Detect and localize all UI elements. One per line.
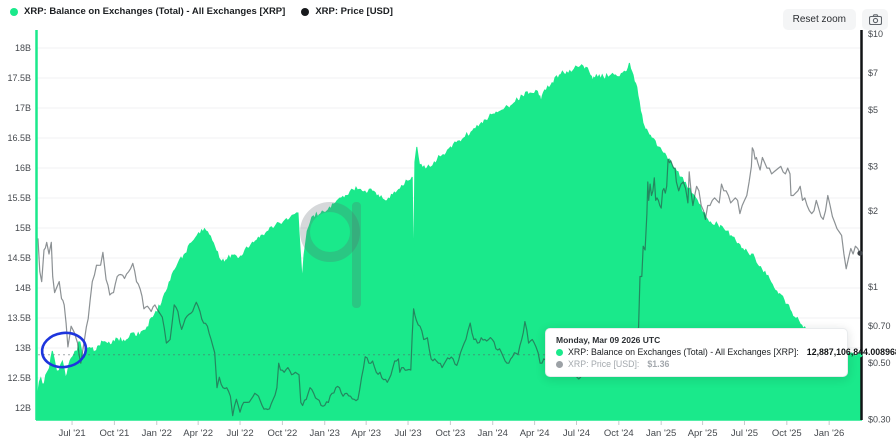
y-tick-label-right: $7 <box>868 68 878 78</box>
y-tick-label-right: $1 <box>868 282 878 292</box>
tooltip-balance-label: XRP: Balance on Exchanges (Total) - All … <box>568 347 799 357</box>
camera-icon <box>868 14 882 25</box>
x-tick-label: Oct '25 <box>772 428 802 439</box>
y-tick-label-left: 16B <box>15 163 31 173</box>
reset-zoom-button[interactable]: Reset zoom <box>782 9 856 30</box>
hover-tooltip: Monday, Mar 09 2026 UTC XRP: Balance on … <box>545 328 896 377</box>
screenshot-button[interactable] <box>862 9 888 30</box>
legend-price-label: XRP: Price [USD] <box>315 6 393 17</box>
x-tick-label: Jan '25 <box>646 428 676 439</box>
y-tick-label-right: $10 <box>868 29 883 39</box>
y-tick-label-right: $0.70 <box>868 321 891 331</box>
tooltip-price-label: XRP: Price [USD]: <box>568 359 640 369</box>
tooltip-price-row: XRP: Price [USD]: $1.36 <box>556 358 837 370</box>
y-tick-label-left: 17.5B <box>7 73 31 83</box>
tooltip-balance-row: XRP: Balance on Exchanges (Total) - All … <box>556 346 896 358</box>
tooltip-price-dot-icon <box>556 360 563 368</box>
y-tick-label-right: $2 <box>868 206 878 216</box>
tooltip-balance-dot-icon <box>556 348 563 356</box>
y-tick-label-right: $0.50 <box>868 358 891 368</box>
x-tick-label: Jul '22 <box>226 428 253 439</box>
y-tick-label-right: $5 <box>868 105 878 115</box>
y-tick-label-left: 14B <box>15 283 31 293</box>
chart-toolbar: Reset zoom <box>782 9 888 30</box>
tooltip-price-value: $1.36 <box>647 359 670 369</box>
y-tick-label-left: 18B <box>15 43 31 53</box>
y-tick-label-right: $3 <box>868 161 878 171</box>
balance-series-dot-icon <box>10 7 18 16</box>
x-tick-label: Jul '23 <box>394 428 421 439</box>
price-hover-marker <box>857 250 863 256</box>
y-tick-label-left: 12.5B <box>7 373 31 383</box>
y-tick-label-left: 13B <box>15 343 31 353</box>
x-tick-label: Oct '23 <box>435 428 465 439</box>
x-tick-label: Jul '25 <box>731 428 758 439</box>
y-tick-label-left: 12B <box>15 403 31 413</box>
balance-hover-marker <box>857 352 863 358</box>
y-tick-label-left: 13.5B <box>7 313 31 323</box>
tooltip-balance-value: 12,887,106,844.008968 <box>806 347 896 357</box>
watermark-logo-stub <box>352 202 361 308</box>
watermark-logo <box>300 202 360 262</box>
annotation-ellipse <box>40 331 88 369</box>
x-tick-label: Apr '22 <box>183 428 213 439</box>
y-tick-label-left: 15.5B <box>7 193 31 203</box>
x-tick-label: Jan '23 <box>310 428 340 439</box>
x-tick-label: Jan '24 <box>478 428 508 439</box>
price-series-dot-icon <box>301 7 310 16</box>
x-tick-label: Jul '24 <box>563 428 590 439</box>
legend-item-balance[interactable]: XRP: Balance on Exchanges (Total) - All … <box>10 6 285 17</box>
x-tick-label: Apr '24 <box>520 428 550 439</box>
x-tick-label: Oct '21 <box>99 428 129 439</box>
x-tick-label: Oct '24 <box>604 428 634 439</box>
y-tick-label-left: 14.5B <box>7 253 31 263</box>
chart-legend: XRP: Balance on Exchanges (Total) - All … <box>10 6 393 17</box>
y-tick-label-left: 15B <box>15 223 31 233</box>
tooltip-date: Monday, Mar 09 2026 UTC <box>556 335 661 345</box>
price-line-series <box>37 147 861 417</box>
x-tick-label: Jul '21 <box>58 428 85 439</box>
x-tick-label: Apr '23 <box>351 428 381 439</box>
y-tick-label-right: $0.30 <box>868 414 891 424</box>
x-tick-label: Jan '22 <box>142 428 172 439</box>
x-tick-label: Apr '25 <box>688 428 718 439</box>
legend-item-price[interactable]: XRP: Price [USD] <box>301 6 393 17</box>
legend-balance-label: XRP: Balance on Exchanges (Total) - All … <box>24 6 286 17</box>
x-tick-label: Oct '22 <box>267 428 297 439</box>
y-tick-label-left: 16.5B <box>7 133 31 143</box>
y-tick-label-left: 17B <box>15 103 31 113</box>
x-tick-label: Jan '26 <box>814 428 844 439</box>
